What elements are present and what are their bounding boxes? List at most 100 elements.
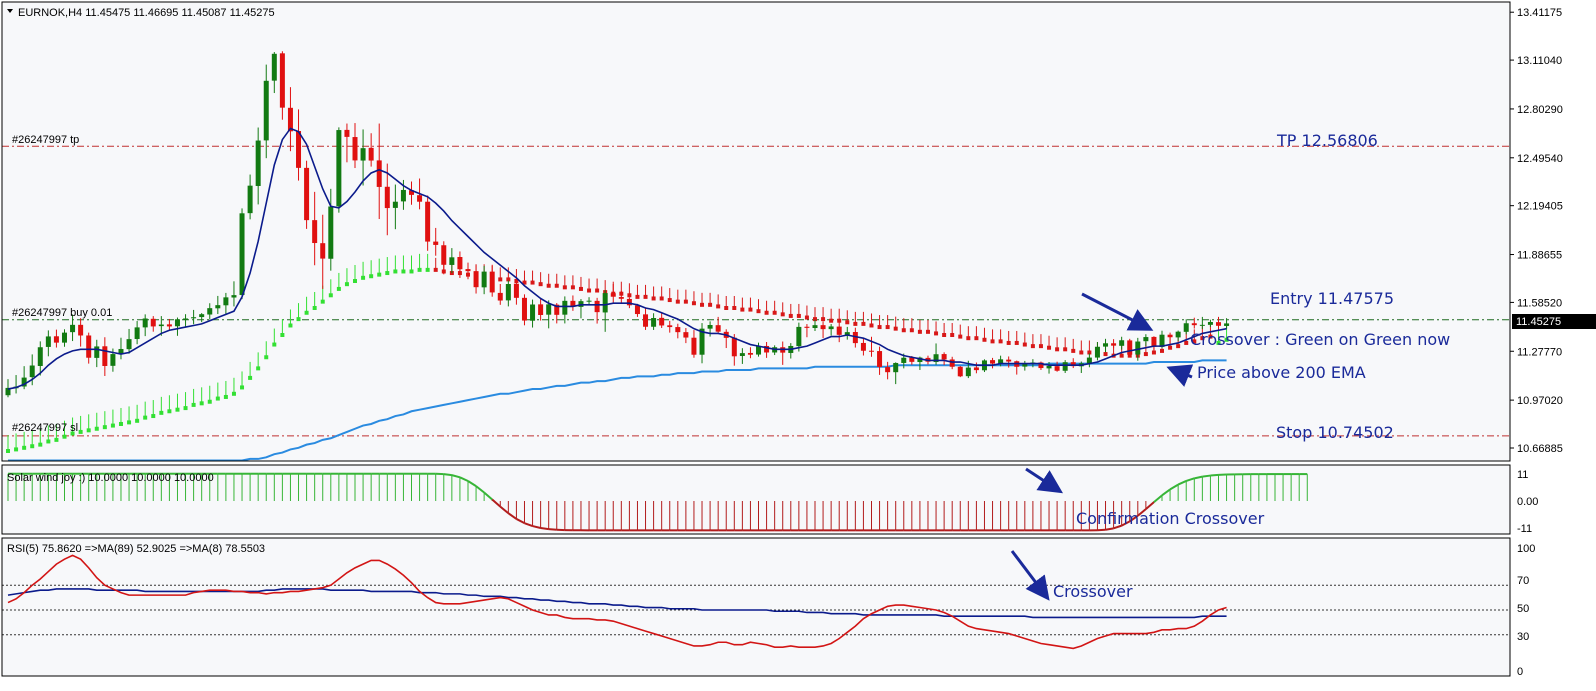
bull-candle [94, 339, 100, 368]
histogram-outline [443, 473, 452, 477]
histogram-outline [1113, 524, 1122, 530]
candle-body [1103, 343, 1109, 347]
candle-body [465, 269, 471, 272]
bear-candle [885, 361, 891, 380]
candle-body [142, 318, 148, 328]
rsi-tick-100: 100 [1517, 543, 1535, 555]
bull-candle [328, 188, 334, 271]
rsi-layer [2, 554, 1510, 650]
bull-candle [1199, 316, 1205, 329]
candle-body [796, 326, 802, 347]
histogram-outline [1169, 483, 1179, 491]
bull-candle [392, 184, 398, 230]
menu-triangle-icon[interactable] [7, 9, 13, 13]
candle-body [538, 304, 544, 315]
histogram-outline [491, 498, 501, 508]
bear-candle [78, 318, 84, 347]
candle-body [1151, 336, 1157, 347]
rsi-ma-long-line [7, 588, 1227, 619]
bear-candle [643, 308, 649, 330]
bear-candle [1191, 317, 1197, 329]
candle-body [1022, 363, 1028, 367]
bear-candle [634, 303, 640, 317]
bull-candle [602, 290, 608, 332]
bear-candle [691, 330, 697, 358]
bull-candle [61, 329, 67, 347]
bull-candle [756, 342, 762, 357]
candle-body [683, 332, 689, 338]
candle-body [1062, 362, 1068, 371]
solar-histogram-layer [7, 472, 1308, 532]
candle-body [1159, 334, 1165, 347]
candle-body [183, 318, 189, 320]
bear-candle [497, 284, 503, 305]
bear-candle [425, 195, 431, 251]
candle-body [320, 243, 326, 259]
tp-order-label: #26247997 tp [12, 134, 79, 146]
candle-body [643, 314, 649, 327]
bull-candle [158, 316, 164, 336]
candle-body [836, 326, 842, 335]
candle-body [610, 293, 616, 297]
oscillator-pane-border [1, 464, 1511, 535]
bull-candle [1207, 319, 1213, 327]
histogram-outline [459, 476, 469, 482]
candle-body [449, 257, 455, 265]
histogram-outline [451, 474, 461, 479]
candle-body [1191, 323, 1197, 326]
bear-candle [683, 328, 689, 344]
bull-candle [1086, 353, 1092, 368]
candle-body [828, 326, 834, 330]
histogram-outline [483, 491, 493, 501]
bear-candle [53, 329, 59, 348]
candle-body [877, 351, 883, 367]
candle-body [1006, 359, 1012, 362]
solar-wind-title: Solar wind joy :) 10.0000 10.0000 10.000… [7, 472, 214, 484]
candle-body [279, 53, 285, 108]
bull-candle [530, 299, 536, 328]
bear-candle [166, 318, 172, 331]
candle-body [554, 304, 560, 315]
current-price-tag [1512, 314, 1596, 329]
candle-body [521, 297, 527, 321]
candle-body [1038, 362, 1044, 369]
bear-candle [941, 352, 947, 366]
price-tick-label: 11.88655 [1517, 250, 1562, 262]
candle-body [764, 345, 770, 353]
candle-body [1046, 365, 1052, 369]
bear-candle [473, 265, 479, 294]
bull-candle [1175, 330, 1181, 341]
order-level-lines [2, 145, 1510, 437]
bear-candle [820, 321, 826, 339]
bear-candle [675, 323, 681, 339]
bull-candle [1119, 336, 1125, 350]
rsi-tick-50: 50 [1517, 603, 1529, 615]
candle-body [239, 213, 245, 295]
candle-body [344, 129, 350, 137]
bear-candle [1216, 316, 1221, 331]
confirmation-crossover-annotation: Confirmation Crossover [1076, 509, 1265, 528]
bull-candle [191, 309, 197, 325]
bull-candle [505, 280, 511, 307]
histogram-outline [1194, 475, 1203, 480]
candle-body [659, 317, 665, 326]
candle-body [312, 220, 318, 244]
candle-body [1199, 324, 1205, 326]
histogram-outline [499, 505, 509, 515]
candle-body [860, 342, 866, 351]
candle-body [110, 354, 116, 366]
candle-body [505, 284, 511, 301]
candle-body [215, 305, 221, 309]
bull-candle [796, 322, 802, 352]
candle-body [61, 332, 67, 343]
candle-body [271, 53, 277, 81]
bear-candle [1151, 336, 1157, 350]
candle-body [844, 332, 850, 336]
bear-candle [804, 324, 810, 338]
crossover-green-annotation: Crossover : Green on Green now [1190, 330, 1450, 349]
ema-arrow-icon [1166, 364, 1194, 387]
bear-candle [304, 160, 310, 229]
osc-tick-top: 11 [1517, 469, 1528, 481]
histogram-outline [524, 522, 533, 528]
